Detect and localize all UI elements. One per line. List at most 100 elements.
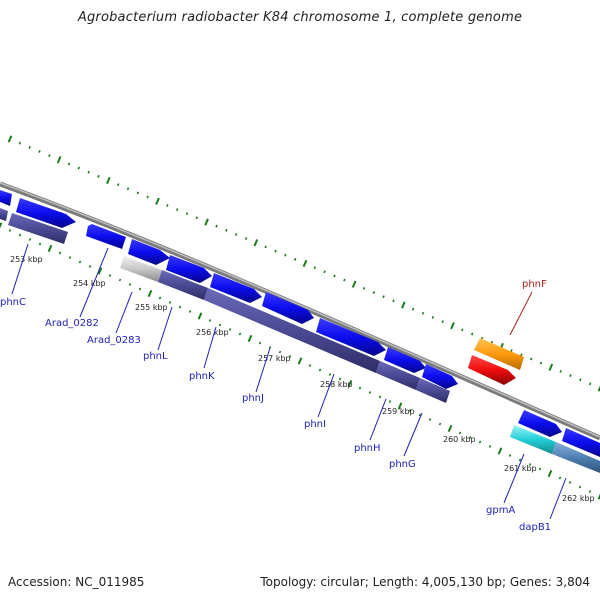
minor-tick xyxy=(8,229,12,232)
minor-tick xyxy=(559,369,562,373)
gene-bar-phnL[interactable] xyxy=(158,270,208,300)
minor-tick xyxy=(244,237,248,241)
gene-bar-phnK-phnH[interactable] xyxy=(204,288,380,373)
major-tick xyxy=(147,289,153,298)
gene-arrow-phnF-orange[interactable] xyxy=(474,338,524,370)
gene-bar-gpmA[interactable] xyxy=(510,425,556,454)
gene-arrow-phnK[interactable] xyxy=(210,273,262,303)
minor-tick xyxy=(58,251,62,255)
gene-bar-phnC[interactable] xyxy=(8,213,68,244)
minor-tick xyxy=(323,270,326,274)
leader-phnI xyxy=(317,373,335,418)
gene-arrow-Arad_0282[interactable] xyxy=(86,224,126,249)
leader-Arad_0282 xyxy=(79,247,109,318)
minor-tick xyxy=(431,316,435,319)
minor-tick xyxy=(368,391,372,394)
gene-arrow-dapB1[interactable] xyxy=(562,428,600,457)
major-tick xyxy=(401,301,406,309)
gene-arrow-phnG[interactable] xyxy=(422,364,458,389)
minor-tick xyxy=(293,257,297,261)
minor-tick xyxy=(225,228,228,232)
leader-phnF xyxy=(509,291,533,336)
gene-label-Arad_0283[interactable]: Arad_0283 xyxy=(87,335,141,346)
minor-tick xyxy=(284,253,287,257)
gene-label-phnC[interactable]: phnC xyxy=(0,297,26,308)
minor-tick xyxy=(588,490,592,493)
minor-tick xyxy=(441,320,444,324)
minor-tick xyxy=(372,291,376,294)
minor-tick xyxy=(218,323,222,327)
outer-tick-ring xyxy=(7,135,600,392)
gene-label-phnK[interactable]: phnK xyxy=(189,371,215,382)
leader-dapB1 xyxy=(549,477,567,520)
minor-tick xyxy=(470,332,474,336)
gene-label-Arad_0282[interactable]: Arad_0282 xyxy=(45,318,99,329)
minor-tick xyxy=(333,274,336,278)
gene-label-phnL[interactable]: phnL xyxy=(143,351,168,362)
minor-tick xyxy=(87,170,90,174)
minor-tick xyxy=(438,422,442,426)
minor-tick xyxy=(362,286,366,290)
major-tick xyxy=(97,267,103,275)
chromosome-backbone-highlight xyxy=(0,182,600,438)
major-tick xyxy=(56,156,62,164)
minor-tick xyxy=(18,141,22,145)
minor-tick xyxy=(278,350,282,354)
minor-tick xyxy=(78,260,82,264)
inner-tick-ring xyxy=(0,222,600,500)
minor-tick xyxy=(528,463,532,466)
major-tick xyxy=(450,322,455,330)
kbp-label-261: 261 kbp xyxy=(504,464,537,473)
leader-phnJ xyxy=(255,347,271,393)
minor-tick xyxy=(158,296,162,300)
gene-arrow-phnH[interactable] xyxy=(384,347,426,373)
gene-arrow-left-edge[interactable] xyxy=(0,190,12,206)
gene-label-phnI[interactable]: phnI xyxy=(304,419,326,430)
minor-tick xyxy=(38,149,41,153)
chromosome-backbone xyxy=(0,181,600,441)
kbp-label-256: 256 kbp xyxy=(196,328,229,337)
gene-label-dapB1[interactable]: dapB1 xyxy=(519,522,551,533)
gene-label-phnH[interactable]: phnH xyxy=(354,443,381,454)
gene-bar-phnH[interactable] xyxy=(376,361,420,390)
minor-tick xyxy=(28,238,32,241)
gene-label-phnG[interactable]: phnG xyxy=(389,459,416,470)
major-tick xyxy=(197,312,203,320)
minor-tick xyxy=(228,328,232,331)
minor-tick xyxy=(18,233,22,237)
major-tick xyxy=(155,197,160,205)
minor-tick xyxy=(468,436,472,439)
gene-bar-dapB1[interactable] xyxy=(552,442,600,473)
gene-arrow-gpmA[interactable] xyxy=(518,410,562,437)
minor-tick xyxy=(461,328,464,332)
gene-bar-1[interactable] xyxy=(0,208,8,221)
minor-tick xyxy=(258,341,262,345)
gene-label-phnF[interactable]: phnF xyxy=(522,279,547,290)
gene-arrow-phnF-red[interactable] xyxy=(468,355,516,385)
gene-arrow-Arad_0283[interactable] xyxy=(128,239,170,265)
minor-tick xyxy=(378,395,382,399)
major-tick xyxy=(397,402,403,410)
major-tick xyxy=(106,176,111,185)
gene-arrow-phnL[interactable] xyxy=(166,255,212,283)
gene-arrow-phnJ[interactable] xyxy=(262,292,314,324)
gene-arrow-phnI[interactable] xyxy=(316,318,386,356)
minor-tick xyxy=(128,283,132,286)
phnF-genes xyxy=(468,338,524,385)
gene-label-gpmA[interactable]: gpmA xyxy=(486,505,515,516)
major-tick xyxy=(47,244,53,253)
gene-bar-phnG[interactable] xyxy=(416,378,450,403)
minor-tick xyxy=(382,295,385,299)
minor-tick xyxy=(388,400,392,403)
gene-bar-Arad_0283[interactable] xyxy=(120,256,162,282)
gene-label-phnJ[interactable]: phnJ xyxy=(242,393,264,404)
kbp-label-257: 257 kbp xyxy=(258,354,291,363)
minor-tick xyxy=(126,187,130,191)
map-title: Agrobacterium radiobacter K84 chromosome… xyxy=(77,10,523,25)
minor-tick xyxy=(166,203,169,207)
major-tick xyxy=(204,218,209,226)
kbp-label-260: 260 kbp xyxy=(443,435,476,444)
minor-tick xyxy=(274,249,277,253)
gene-arrow-phnC[interactable] xyxy=(16,198,76,228)
